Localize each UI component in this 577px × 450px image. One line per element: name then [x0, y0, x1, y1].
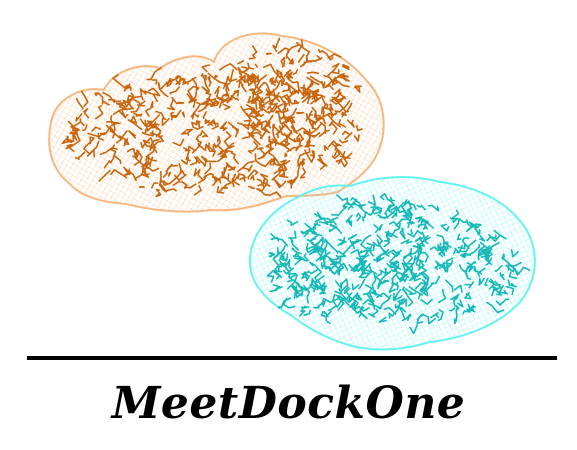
receptor-protein: [49, 34, 383, 212]
title-divider-rule: [27, 356, 557, 360]
figure-title: MeetDockOne: [0, 376, 577, 432]
ligand-protein: [250, 177, 535, 349]
docked-proteins-figure: [0, 0, 577, 355]
